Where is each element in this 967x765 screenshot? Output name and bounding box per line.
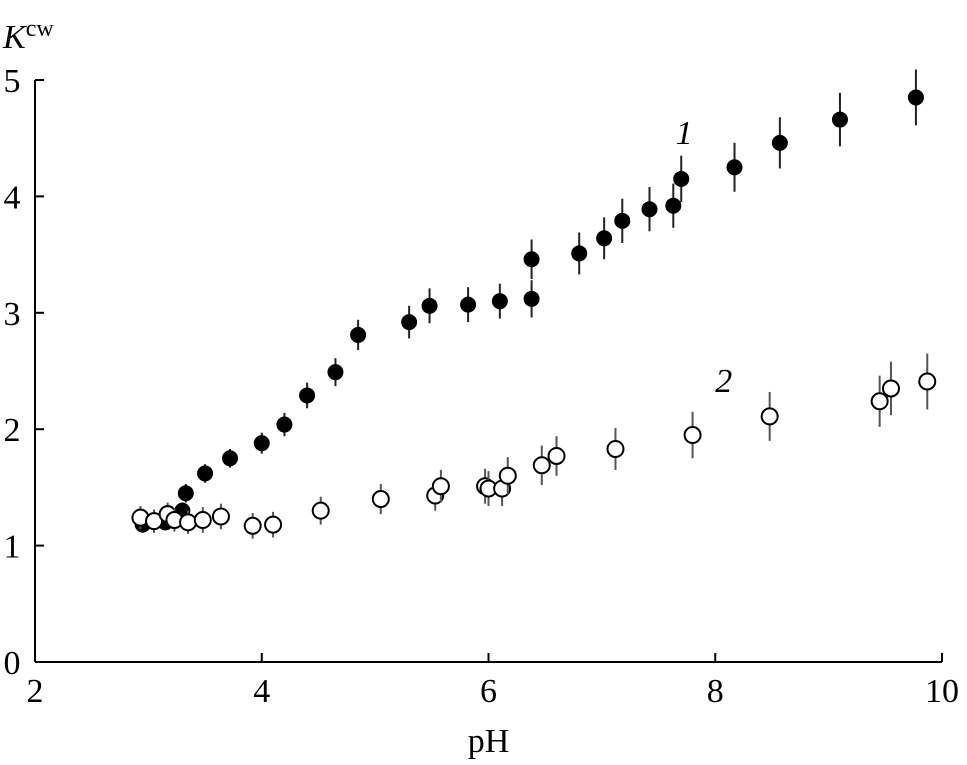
data-point: [179, 513, 198, 532]
data-point: [431, 477, 450, 496]
data-point: [726, 159, 743, 176]
y-axis-title: Kcw: [2, 16, 54, 56]
data-point: [197, 465, 214, 482]
data-point: [870, 392, 889, 411]
data-point: [606, 439, 625, 458]
series-1: 1: [134, 69, 924, 533]
data-point: [523, 290, 540, 307]
data-point: [193, 510, 212, 529]
data-point: [614, 212, 631, 229]
data-point: [571, 245, 588, 262]
data-point: [211, 507, 230, 526]
y-tick-label: 5: [4, 63, 21, 100]
y-tick-label: 4: [4, 179, 21, 216]
data-point: [532, 456, 551, 475]
y-tick-label: 0: [4, 645, 21, 682]
data-point: [596, 230, 613, 247]
data-point: [641, 201, 658, 218]
data-point: [771, 134, 788, 151]
y-tick-label: 1: [4, 529, 21, 566]
data-point: [881, 379, 900, 398]
series-layer: 12: [131, 69, 937, 539]
axes: [34, 80, 942, 663]
data-point: [547, 446, 566, 465]
x-tick-label: 4: [253, 673, 270, 710]
data-point: [276, 416, 293, 433]
data-point: [401, 314, 418, 331]
data-point: [665, 197, 682, 214]
series-2: 2: [131, 353, 937, 539]
series-label: 1: [676, 115, 693, 152]
data-point: [907, 89, 924, 106]
data-point: [253, 435, 270, 452]
y-tick-label: 2: [4, 412, 21, 449]
y-axis-title-main: K: [2, 19, 28, 56]
data-point: [831, 111, 848, 128]
data-point: [421, 297, 438, 314]
data-point: [222, 450, 239, 467]
data-point: [264, 515, 283, 534]
y-axis-ticks: 0 1 2 3 4 5: [4, 63, 44, 682]
x-tick-label: 8: [707, 673, 724, 710]
x-tick-label: 6: [480, 673, 497, 710]
x-tick-label: 2: [27, 673, 44, 710]
y-tick-label: 3: [4, 296, 21, 333]
data-point: [673, 170, 690, 187]
data-point: [918, 372, 937, 391]
data-point: [350, 326, 367, 343]
data-point: [498, 466, 517, 485]
x-axis-title: pH: [468, 723, 510, 760]
data-point: [311, 501, 330, 520]
series-label: 2: [715, 363, 732, 400]
data-point: [177, 485, 194, 502]
data-point: [523, 251, 540, 268]
y-axis-title-superscript: cw: [26, 16, 55, 42]
data-point: [491, 293, 508, 310]
data-point: [371, 490, 390, 509]
data-point: [683, 426, 702, 445]
data-point: [243, 516, 262, 535]
data-point: [460, 296, 477, 313]
data-point: [299, 387, 316, 404]
x-axis-ticks: 2 4 6 8 10: [27, 653, 959, 710]
data-point: [327, 364, 344, 381]
x-tick-label: 10: [925, 673, 959, 710]
data-point: [760, 407, 779, 426]
